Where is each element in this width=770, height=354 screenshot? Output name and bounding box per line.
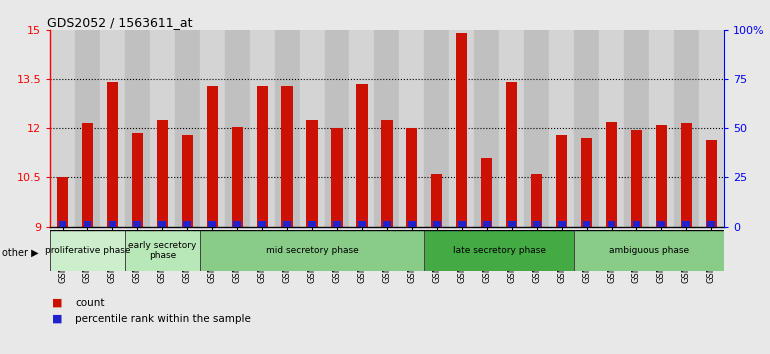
Bar xyxy=(249,30,275,227)
Bar xyxy=(350,30,374,227)
Bar xyxy=(507,221,516,227)
Text: count: count xyxy=(75,298,105,308)
Bar xyxy=(456,33,467,227)
Bar xyxy=(574,230,724,271)
Bar xyxy=(357,84,367,227)
Bar xyxy=(656,125,667,227)
Bar xyxy=(132,133,143,227)
Bar xyxy=(183,221,191,227)
Bar xyxy=(333,221,341,227)
Bar xyxy=(175,30,199,227)
Bar xyxy=(150,30,175,227)
Bar xyxy=(308,221,316,227)
Bar xyxy=(75,30,100,227)
Bar xyxy=(658,221,665,227)
Bar xyxy=(682,221,690,227)
Bar xyxy=(556,135,567,227)
Bar xyxy=(233,221,241,227)
Bar xyxy=(358,221,366,227)
Bar xyxy=(300,30,324,227)
Bar xyxy=(107,82,118,227)
Bar xyxy=(125,230,199,271)
Text: percentile rank within the sample: percentile rank within the sample xyxy=(75,314,251,324)
Bar xyxy=(574,30,599,227)
Bar xyxy=(407,128,417,227)
Text: mid secretory phase: mid secretory phase xyxy=(266,246,359,255)
Bar xyxy=(256,86,268,227)
Text: ambiguous phase: ambiguous phase xyxy=(609,246,689,255)
Bar xyxy=(232,127,243,227)
Bar xyxy=(199,30,225,227)
Bar xyxy=(583,221,591,227)
Text: proliferative phase: proliferative phase xyxy=(45,246,130,255)
Bar xyxy=(206,86,218,227)
Bar xyxy=(109,221,116,227)
Bar xyxy=(331,128,343,227)
Bar xyxy=(499,30,524,227)
Bar xyxy=(606,122,617,227)
Bar xyxy=(624,30,649,227)
Bar xyxy=(481,158,492,227)
Bar xyxy=(531,174,542,227)
Bar xyxy=(557,221,565,227)
Bar xyxy=(424,30,450,227)
Text: GDS2052 / 1563611_at: GDS2052 / 1563611_at xyxy=(47,16,192,29)
Bar xyxy=(524,30,549,227)
Text: ■: ■ xyxy=(52,298,63,308)
Bar xyxy=(408,221,416,227)
Bar xyxy=(424,230,574,271)
Bar xyxy=(383,221,391,227)
Bar xyxy=(450,30,474,227)
Bar xyxy=(82,124,93,227)
Text: late secretory phase: late secretory phase xyxy=(453,246,546,255)
Bar xyxy=(458,221,466,227)
Bar xyxy=(699,30,724,227)
Bar xyxy=(182,135,193,227)
Bar xyxy=(581,138,592,227)
Bar xyxy=(225,30,249,227)
Bar xyxy=(649,30,674,227)
Bar xyxy=(506,82,517,227)
Bar xyxy=(59,221,66,227)
Bar xyxy=(50,230,125,271)
Bar xyxy=(199,230,424,271)
Bar xyxy=(133,221,142,227)
Bar xyxy=(324,30,350,227)
Bar xyxy=(599,30,624,227)
Bar xyxy=(433,221,440,227)
Bar xyxy=(258,221,266,227)
Bar xyxy=(275,30,300,227)
Bar xyxy=(125,30,150,227)
Bar xyxy=(282,86,293,227)
Text: other ▶: other ▶ xyxy=(2,248,38,258)
Bar xyxy=(57,177,68,227)
Bar xyxy=(50,30,75,227)
Bar xyxy=(157,120,168,227)
Bar xyxy=(474,30,499,227)
Text: ■: ■ xyxy=(52,314,63,324)
Bar xyxy=(306,120,318,227)
Bar xyxy=(100,30,125,227)
Bar xyxy=(84,221,92,227)
Bar xyxy=(631,130,642,227)
Bar xyxy=(608,221,615,227)
Bar xyxy=(549,30,574,227)
Bar xyxy=(381,120,393,227)
Bar xyxy=(674,30,699,227)
Bar xyxy=(708,221,715,227)
Bar xyxy=(681,124,692,227)
Bar xyxy=(431,174,443,227)
Bar xyxy=(706,140,717,227)
Bar xyxy=(632,221,641,227)
Bar xyxy=(483,221,490,227)
Bar xyxy=(209,221,216,227)
Bar xyxy=(374,30,400,227)
Bar xyxy=(283,221,291,227)
Text: early secretory
phase: early secretory phase xyxy=(128,241,196,260)
Bar xyxy=(400,30,424,227)
Bar xyxy=(159,221,166,227)
Bar xyxy=(533,221,541,227)
